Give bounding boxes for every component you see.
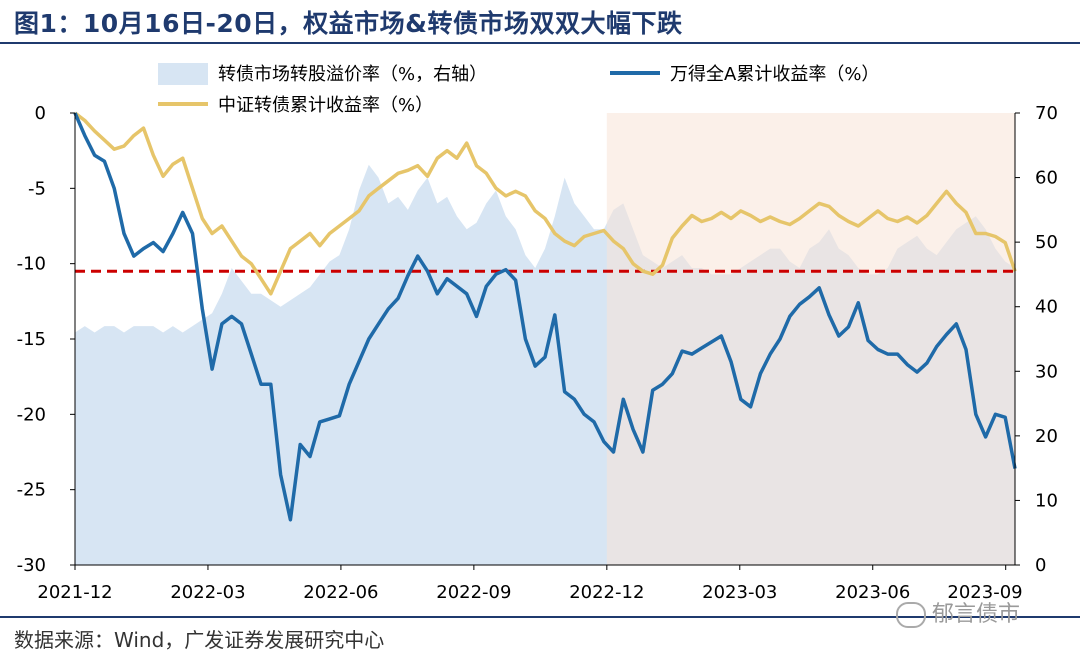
- x-tick-label: 2022-03: [170, 582, 245, 603]
- wechat-icon: [896, 602, 926, 628]
- legend-label-zz: 中证转债累计收益率（%）: [218, 95, 433, 116]
- source-note: 数据来源：Wind，广发证券发展研究中心: [14, 628, 385, 652]
- right-tick-label: 70: [1035, 103, 1058, 124]
- right-tick-label: 40: [1035, 297, 1058, 318]
- x-tick-label: 2021-12: [37, 582, 112, 603]
- highlight-shade: [606, 113, 1015, 565]
- right-tick-label: 10: [1035, 490, 1058, 511]
- right-tick-label: 0: [1035, 555, 1046, 576]
- legend-swatch-premium: [158, 63, 208, 85]
- right-tick-label: 50: [1035, 232, 1058, 253]
- x-tick-label: 2023-06: [835, 582, 910, 603]
- left-tick-label: -25: [17, 480, 46, 501]
- wande-a-line: [73, 112, 1017, 522]
- left-tick-label: -10: [17, 254, 46, 275]
- x-tick-label: 2023-03: [702, 582, 777, 603]
- zz-convertible-line: [73, 111, 1017, 296]
- left-tick-label: 0: [35, 103, 46, 124]
- legend-label-wande: 万得全A累计收益率（%）: [670, 64, 879, 85]
- right-tick-label: 30: [1035, 361, 1058, 382]
- x-tick-label: 2022-12: [569, 582, 644, 603]
- right-tick-label: 60: [1035, 168, 1058, 189]
- chart-title: 图1：10月16日-20日，权益市场&转债市场双双大幅下跌: [14, 9, 683, 38]
- plot-layer: [73, 111, 1017, 565]
- left-tick-label: -30: [17, 555, 46, 576]
- legend: 转债市场转股溢价率（%，右轴） 万得全A累计收益率（%） 中证转债累计收益率（%）: [158, 63, 879, 116]
- watermark-text: 郁言债市: [932, 602, 1021, 627]
- title-rule: [0, 42, 1080, 44]
- x-tick-label: 2022-06: [303, 582, 378, 603]
- watermark: 郁言债市: [896, 596, 1020, 628]
- title-bar: 图1：10月16日-20日，权益市场&转债市场双双大幅下跌: [0, 0, 1080, 44]
- left-tick-label: -5: [28, 178, 46, 199]
- left-tick-label: -15: [17, 329, 46, 350]
- right-tick-label: 20: [1035, 426, 1058, 447]
- x-tick-label: 2022-09: [436, 582, 511, 603]
- legend-label-premium: 转债市场转股溢价率（%，右轴）: [218, 64, 487, 85]
- x-tick-label: 2023-09: [947, 582, 1022, 603]
- left-tick-label: -20: [17, 404, 46, 425]
- chart: 转债市场转股溢价率（%，右轴） 万得全A累计收益率（%）中证转债累计收益率（%） …: [17, 63, 1058, 603]
- source-rule: [0, 616, 1080, 618]
- axes: 0 -5 -10 -15 -20 -25 -30 70 60 50 40 30 20 10 0 2021-12…: [17, 103, 1058, 603]
